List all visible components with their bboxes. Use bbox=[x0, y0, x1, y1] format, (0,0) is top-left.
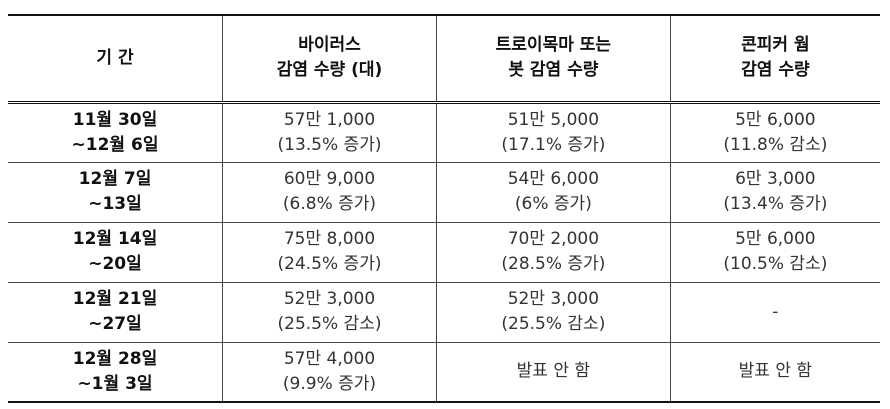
cell-line: 트로이목마 또는 bbox=[495, 35, 612, 56]
cell-line: ~13일 bbox=[88, 194, 142, 214]
table-cell: 11월 30일 ~12월 6일 bbox=[8, 102, 223, 162]
cell-line: ~12월 6일 bbox=[71, 134, 159, 155]
table-row: 11월 30일 ~12월 6일 57만 1,000 (13.5% 증가) 51만 5,0… bbox=[8, 102, 880, 162]
cell-line: (17.1% 증가) bbox=[501, 134, 606, 155]
table-cell: 54만 6,000 (6% 증가) bbox=[436, 162, 671, 222]
table-cell: 57만 1,000 (13.5% 증가) bbox=[222, 102, 437, 162]
cell-line: 12월 21일 bbox=[72, 289, 158, 309]
cell-line: 5만 6,000 bbox=[735, 109, 816, 130]
cell-line: 발표 안 함 bbox=[738, 361, 813, 382]
table-cell: 52만 3,000 (25.5% 감소) bbox=[436, 282, 671, 342]
cell-line: 57만 1,000 bbox=[283, 109, 376, 130]
cell-line: 75만 8,000 bbox=[283, 229, 376, 249]
table-cell: 발표 안 함 bbox=[436, 342, 671, 402]
table-row: 12월 28일 ~1월 3일 57만 4,000 (9.9% 증가) 발표 안 함 발표 … bbox=[8, 342, 880, 402]
cell-line: 52만 3,000 bbox=[283, 289, 376, 309]
cell-line: (13.4% 증가) bbox=[723, 194, 828, 214]
table-cell: 60만 9,000 (6.8% 증가) bbox=[222, 162, 437, 222]
table-cell: 57만 4,000 (9.9% 증가) bbox=[222, 342, 437, 402]
cell-line: (6.8% 증가) bbox=[282, 194, 377, 214]
table-cell: 5만 6,000 (11.8% 감소) bbox=[669, 102, 880, 162]
cell-line: 12월 28일 bbox=[72, 348, 158, 369]
table-cell: 12월 7일 ~13일 bbox=[8, 162, 223, 222]
table-cell: - bbox=[669, 282, 880, 342]
cell-line: (10.5% 감소) bbox=[723, 254, 828, 274]
cell-line: 70만 2,000 bbox=[507, 229, 600, 249]
table-cell: 6만 3,000 (13.4% 증가) bbox=[669, 162, 880, 222]
table-row: 12월 7일 ~13일 60만 9,000 (6.8% 증가) 54만 6,000 (6%… bbox=[8, 162, 880, 222]
table-cell: 12월 14일 ~20일 bbox=[8, 222, 223, 282]
cell-line: ~20일 bbox=[88, 254, 142, 274]
cell-line: 6만 3,000 bbox=[735, 169, 816, 189]
cell-line: 60만 9,000 bbox=[283, 169, 376, 189]
table-cell: 70만 2,000 (28.5% 증가) bbox=[436, 222, 671, 282]
header-row: 기 간 바이러스 감염 수량 (대) 트로이목마 또는 봇 감염 수량 콘피커 웜 감염 수… bbox=[8, 15, 880, 102]
table-cell: 5만 6,000 (10.5% 감소) bbox=[669, 222, 880, 282]
cell-line: (25.5% 감소) bbox=[277, 314, 382, 334]
table-cell: 12월 21일 ~27일 bbox=[8, 282, 223, 342]
table-cell: 52만 3,000 (25.5% 감소) bbox=[222, 282, 437, 342]
cell-line: 감염 수량 bbox=[741, 60, 810, 81]
cell-line: 54만 6,000 bbox=[507, 169, 600, 189]
cell-line: 12월 14일 bbox=[72, 229, 158, 249]
cell-line: 12월 7일 bbox=[78, 169, 152, 189]
table-row: 12월 21일 ~27일 52만 3,000 (25.5% 감소) 52만 3,000 (… bbox=[8, 282, 880, 342]
cell-line: 감염 수량 (대) bbox=[276, 60, 383, 81]
cell-line: 발표 안 함 bbox=[516, 361, 591, 382]
cell-line: (24.5% 증가) bbox=[277, 254, 382, 274]
cell-line: 봇 감염 수량 bbox=[508, 60, 599, 81]
table-cell: 51만 5,000 (17.1% 증가) bbox=[436, 102, 671, 162]
cell-line: (6% 증가) bbox=[514, 194, 592, 214]
cell-line: 57만 4,000 bbox=[283, 348, 376, 369]
table-cell: 75만 8,000 (24.5% 증가) bbox=[222, 222, 437, 282]
table-row: 12월 14일 ~20일 75만 8,000 (24.5% 증가) 70만 2,000 (… bbox=[8, 222, 880, 282]
data-table: 기 간 바이러스 감염 수량 (대) 트로이목마 또는 봇 감염 수량 콘피커 웜 감염 수… bbox=[8, 14, 880, 403]
cell-line: - bbox=[772, 301, 779, 322]
table-cell: 기 간 bbox=[8, 15, 223, 102]
cell-line: 기 간 bbox=[96, 47, 134, 68]
cell-line: ~27일 bbox=[88, 314, 142, 334]
table-cell: 12월 28일 ~1월 3일 bbox=[8, 342, 223, 402]
cell-line: ~1월 3일 bbox=[77, 373, 153, 394]
cell-line: 11월 30일 bbox=[72, 109, 158, 130]
cell-line: (25.5% 감소) bbox=[501, 314, 606, 334]
cell-line: (11.8% 감소) bbox=[723, 134, 828, 155]
cell-line: (9.9% 증가) bbox=[282, 373, 377, 394]
table-cell: 발표 안 함 bbox=[669, 342, 880, 402]
cell-line: (13.5% 증가) bbox=[277, 134, 382, 155]
cell-line: (28.5% 증가) bbox=[501, 254, 606, 274]
cell-line: 5만 6,000 bbox=[735, 229, 816, 249]
cell-line: 51만 5,000 bbox=[507, 109, 600, 130]
cell-line: 52만 3,000 bbox=[507, 289, 600, 309]
cell-line: 콘피커 웜 bbox=[741, 35, 810, 56]
cell-line: 바이러스 bbox=[298, 35, 361, 56]
